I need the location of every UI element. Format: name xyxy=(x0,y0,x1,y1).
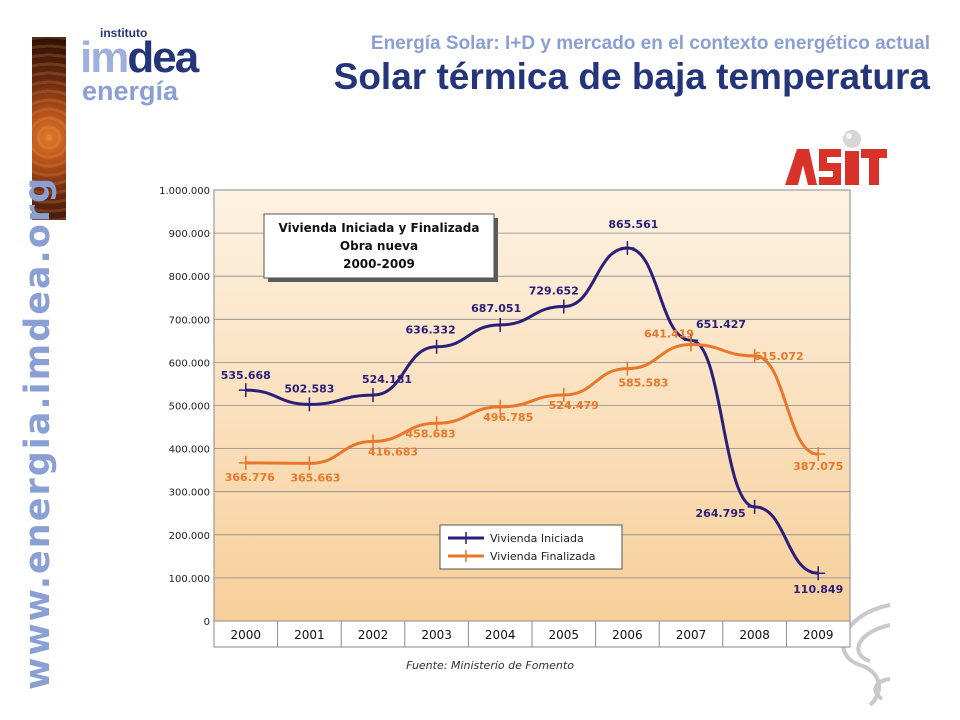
series-vivienda-finalizada-data-label: 366.776 xyxy=(225,471,275,484)
website-url[interactable]: www.energia.imdea.org xyxy=(18,175,58,690)
series-vivienda-finalizada-data-label: 387.075 xyxy=(793,460,843,473)
series-vivienda-iniciada-data-label: 865.561 xyxy=(608,218,658,231)
axes: 0 100.000 200.000 300.000 400.000 500.000 600.… xyxy=(159,186,851,648)
chart-title-line-1: Vivienda Iniciada y Finalizada xyxy=(279,221,480,235)
chart-title-line-2: Obra nueva xyxy=(340,239,418,253)
series-vivienda-finalizada-point xyxy=(684,337,698,352)
logo-dea-part: dea xyxy=(127,33,199,82)
imdea-logo: instituto imdea energía xyxy=(80,26,210,106)
series-vivienda-iniciada-data-label: 687.051 xyxy=(471,302,521,315)
series-vivienda-iniciada-data-label: 110.849 xyxy=(793,583,843,596)
series-vivienda-finalizada-point xyxy=(556,387,571,402)
series-vivienda-iniciada-point xyxy=(238,383,253,398)
data-labels: 535.668 502.583 524.181 636.332 687.051 729.6… xyxy=(221,218,844,596)
x-tick-label: 2002 xyxy=(358,628,389,642)
series-vivienda-iniciada-point xyxy=(429,339,444,354)
series-vivienda-finalizada-data-label: 496.785 xyxy=(483,411,533,424)
series-vivienda-finalizada-point xyxy=(238,455,253,470)
series-vivienda-finalizada-data-label: 615.072 xyxy=(754,350,804,363)
series-vivienda-iniciada-point xyxy=(747,499,762,514)
legend-label-finalizada: Vivienda Finalizada xyxy=(490,550,596,563)
series-vivienda-iniciada-data-label: 729.652 xyxy=(529,285,579,298)
series-vivienda-iniciada-data-label: 651.427 xyxy=(696,318,746,331)
series-vivienda-finalizada-point xyxy=(747,348,762,363)
y-tick-label: 0 xyxy=(204,617,210,628)
y-tick-label: 900.000 xyxy=(169,229,210,240)
y-tick-label: 700.000 xyxy=(169,315,210,326)
x-tick-label: 2008 xyxy=(739,628,770,642)
series-vivienda-finalizada-point xyxy=(429,416,444,431)
x-tick-label: 2000 xyxy=(231,628,262,642)
logo-imdea-text: imdea xyxy=(80,33,199,82)
sun-image-strip xyxy=(32,37,66,220)
series-vivienda-iniciada-data-label: 524.181 xyxy=(362,373,412,386)
x-tick-label: 2001 xyxy=(294,628,325,642)
chart-title-line-3: 2000-2009 xyxy=(343,257,415,271)
y-tick-label: 800.000 xyxy=(169,272,210,283)
logo-institute-text: instituto xyxy=(100,26,148,40)
series-vivienda-finalizada-data-label: 524.479 xyxy=(549,399,599,412)
presentation-subtitle: Energía Solar: I+D y mercado en el conte… xyxy=(370,33,930,54)
legend-label-iniciada: Vivienda Iniciada xyxy=(490,532,584,545)
series-vivienda-finalizada-point xyxy=(302,456,317,471)
y-tick-label: 400.000 xyxy=(169,445,210,456)
series-vivienda-finalizada-point xyxy=(493,399,508,414)
series-vivienda-iniciada-point xyxy=(366,388,380,403)
asit-logo-mark xyxy=(785,149,887,185)
x-tick-label: 2006 xyxy=(612,628,643,642)
logo-im-part: im xyxy=(80,33,129,82)
series-vivienda-iniciada-point xyxy=(302,397,317,412)
y-tick-label: 1.000.000 xyxy=(159,186,210,197)
series-vivienda-finalizada-point xyxy=(811,447,826,462)
y-tick-label: 100.000 xyxy=(169,574,210,585)
series-vivienda-iniciada-point xyxy=(620,240,635,255)
background-swirl xyxy=(841,603,890,707)
x-tick-label: 2003 xyxy=(421,628,452,642)
housing-chart: 0 100.000 200.000 300.000 400.000 500.000 600.… xyxy=(140,176,860,682)
series-layer xyxy=(238,240,826,581)
asit-logo-dot xyxy=(843,130,861,148)
series-vivienda-finalizada-line xyxy=(245,343,819,465)
series-vivienda-iniciada-point xyxy=(811,566,826,581)
y-tick-label: 500.000 xyxy=(169,402,210,413)
chart-svg: 0 100.000 200.000 300.000 400.000 500.000 600.… xyxy=(159,186,851,672)
logo-energia-text: energía xyxy=(82,76,179,106)
y-tick-label: 300.000 xyxy=(169,488,210,499)
series-vivienda-iniciada-data-label: 264.795 xyxy=(696,507,746,520)
series-vivienda-finalizada-point xyxy=(620,361,635,376)
chart-title-box: Vivienda Iniciada y Finalizada Obra nuev… xyxy=(263,213,498,282)
series-vivienda-iniciada-point xyxy=(556,299,571,314)
chart-source: Fuente: Ministerio de Fomento xyxy=(406,659,574,672)
x-tick-label: 2004 xyxy=(485,628,516,642)
y-tick-label: 200.000 xyxy=(169,531,210,542)
series-vivienda-finalizada-data-label: 458.683 xyxy=(406,427,456,440)
series-vivienda-iniciada-data-label: 535.668 xyxy=(221,369,271,382)
series-vivienda-finalizada-data-label: 585.583 xyxy=(618,377,668,390)
y-tick-label: 600.000 xyxy=(169,358,210,369)
series-vivienda-iniciada-data-label: 502.583 xyxy=(284,382,334,395)
series-vivienda-finalizada-point xyxy=(366,434,380,449)
x-tick-label: 2005 xyxy=(549,628,580,642)
series-vivienda-finalizada-data-label: 416.683 xyxy=(368,445,418,458)
series-vivienda-iniciada-point xyxy=(493,317,508,332)
series-vivienda-finalizada-data-label: 641.419 xyxy=(644,328,694,341)
asit-logo xyxy=(785,130,887,185)
legend: Vivienda Iniciada Vivienda Finalizada xyxy=(439,524,623,570)
slide-title: Solar térmica de baja temperatura xyxy=(333,56,930,97)
series-vivienda-iniciada-data-label: 636.332 xyxy=(406,324,456,337)
x-tick-label: 2007 xyxy=(676,628,707,642)
x-tick-label: 2009 xyxy=(803,628,834,642)
series-vivienda-finalizada-data-label: 365.663 xyxy=(290,471,340,484)
